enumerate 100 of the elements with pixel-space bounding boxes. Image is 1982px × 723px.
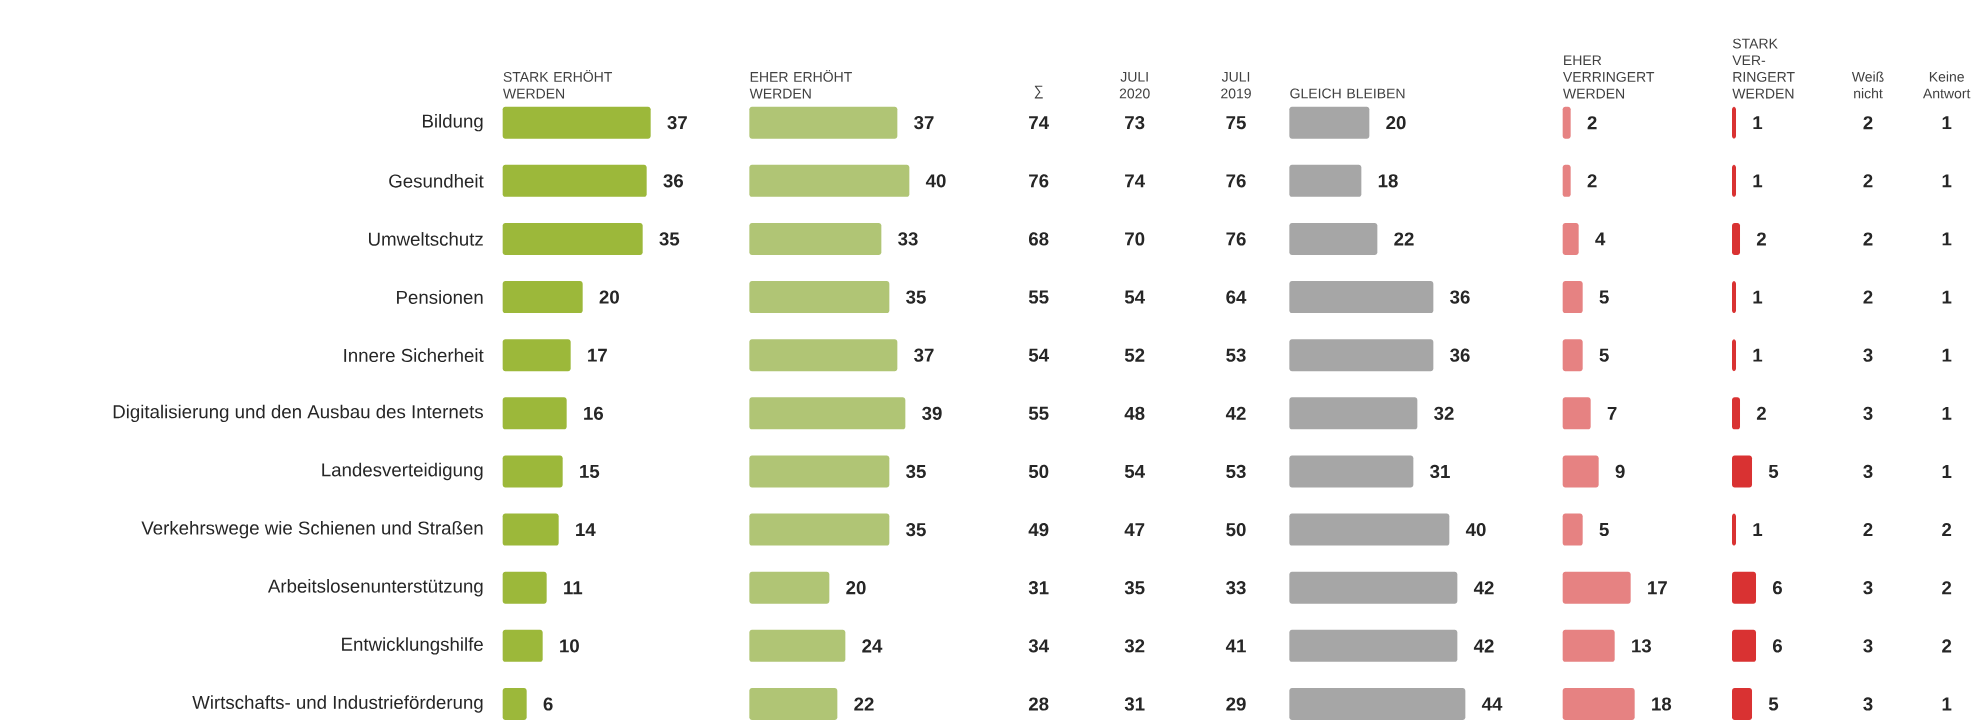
data-label: 3 [1863, 406, 1873, 420]
data-label: 33 [1226, 581, 1246, 595]
bar [749, 164, 910, 197]
data-label: 29 [1226, 697, 1246, 711]
chart-title: EHER VERRINGERT WERDEN [1563, 55, 1655, 99]
text: Keine Antwort [1922, 71, 1971, 99]
bar [1562, 281, 1583, 314]
bar [1562, 455, 1599, 488]
y-tick-label: Wirtschafts- und Industrieförderung [192, 695, 483, 713]
bar [1289, 281, 1434, 314]
data-label: 6 [1772, 581, 1782, 595]
data-label: 35 [659, 232, 680, 246]
data-label: 10 [560, 639, 579, 653]
data-label: 3 [1863, 639, 1873, 653]
data-label: 7 [1607, 406, 1617, 420]
data-label: 35 [906, 290, 926, 304]
data-label: 20 [1386, 116, 1406, 130]
bar [1732, 222, 1741, 255]
data-label: 5 [1599, 290, 1609, 304]
data-label: 35 [1124, 581, 1145, 595]
chart-title: STARK ERHÖHT WERDEN [503, 70, 613, 99]
data-label: 13 [1632, 639, 1652, 653]
data-label: 42 [1473, 639, 1494, 653]
data-label: 1 [1942, 174, 1952, 188]
data-label: 75 [1226, 116, 1246, 130]
data-label: 70 [1125, 232, 1145, 246]
data-label: 1 [1942, 290, 1952, 304]
data-label: 52 [1124, 348, 1145, 362]
data-label: 74 [1125, 174, 1145, 188]
bar [1289, 571, 1458, 604]
data-label: 44 [1481, 697, 1503, 711]
bar [1562, 397, 1591, 430]
bar [1562, 222, 1579, 255]
text: Weiß nicht [1851, 71, 1884, 99]
data-label: 17 [1648, 581, 1667, 595]
bar [749, 688, 838, 720]
data-label: 40 [1465, 522, 1486, 537]
data-label: 3 [1863, 348, 1873, 362]
data-label: 16 [584, 406, 604, 420]
bar [1562, 164, 1571, 197]
bar [502, 629, 543, 662]
data-label: 31 [1430, 464, 1450, 479]
y-tick-label: Innere Sicherheit [344, 348, 484, 363]
y-tick-label: Gesundheit [389, 173, 484, 188]
bar [1562, 339, 1583, 372]
data-label: 54 [1124, 290, 1145, 304]
data-label: 15 [580, 464, 600, 478]
bar [1562, 106, 1571, 139]
data-label: 5 [1599, 348, 1609, 362]
data-label: 48 [1124, 406, 1145, 420]
data-label: 50 [1028, 464, 1049, 479]
data-label: 2 [1942, 639, 1952, 653]
bar [749, 397, 906, 430]
bar [1732, 688, 1753, 720]
bar [1289, 397, 1418, 430]
bar [1289, 164, 1362, 197]
bar [502, 688, 527, 720]
data-label: 4 [1595, 232, 1606, 246]
bar [749, 571, 830, 604]
data-label: 54 [1028, 348, 1049, 362]
bar [502, 339, 571, 372]
data-label: 35 [906, 522, 926, 537]
chart-title: GLEICH BLEIBEN [1290, 88, 1405, 99]
data-label: 76 [1226, 232, 1246, 246]
data-label: 2 [1942, 523, 1952, 537]
data-label: 22 [1394, 232, 1414, 246]
chart-title: STARK VER-RINGERT WERDEN [1732, 38, 1795, 99]
text: ∑ [1034, 85, 1043, 99]
data-label: 18 [1378, 174, 1398, 188]
data-label: 2 [1863, 523, 1873, 537]
data-label: 2 [1863, 116, 1873, 130]
data-label: 55 [1028, 290, 1049, 304]
data-label: 34 [1028, 639, 1049, 653]
data-label: 76 [1226, 174, 1246, 188]
bar [1289, 688, 1466, 720]
data-label: 40 [925, 174, 946, 188]
data-label: 1 [1753, 116, 1763, 130]
bar [1289, 513, 1450, 546]
data-label: 1 [1942, 116, 1952, 130]
data-label: 18 [1652, 697, 1672, 711]
bar [1562, 571, 1631, 604]
data-label: 53 [1226, 464, 1246, 479]
data-label: 11 [564, 581, 583, 595]
y-tick-label: Arbeitslosenunterstützung [267, 579, 483, 597]
data-label: 28 [1028, 697, 1049, 711]
bar [1289, 629, 1458, 662]
bar [502, 397, 567, 430]
data-label: 54 [1124, 464, 1145, 478]
data-label: 64 [1226, 290, 1247, 304]
data-label: 20 [846, 581, 866, 595]
bar [749, 513, 890, 546]
y-tick-label: Entwicklungshilfe [342, 637, 483, 655]
data-label: 14 [576, 523, 596, 537]
bar [1732, 397, 1741, 430]
data-label: 5 [1768, 464, 1779, 478]
data-label: 74 [1029, 116, 1049, 130]
data-label: 5 [1768, 697, 1779, 711]
data-label: 1 [1753, 174, 1763, 188]
data-label: 68 [1028, 232, 1049, 246]
data-label: 31 [1124, 697, 1145, 711]
